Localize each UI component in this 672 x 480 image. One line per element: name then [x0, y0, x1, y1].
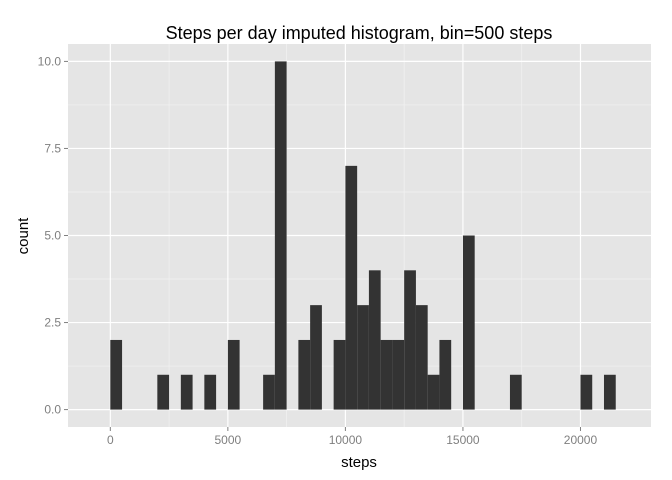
- chart-title: Steps per day imputed histogram, bin=500…: [166, 23, 553, 43]
- histogram-bar: [603, 374, 616, 410]
- histogram-bar: [204, 374, 217, 410]
- x-tick-label: 5000: [215, 433, 242, 447]
- x-tick-label: 15000: [446, 433, 480, 447]
- histogram-bar: [110, 339, 123, 410]
- histogram-bar: [180, 374, 193, 410]
- histogram-bar: [157, 374, 170, 410]
- y-tick-label: 2.5: [44, 316, 61, 330]
- y-tick-label: 0.0: [44, 403, 61, 417]
- histogram-bars: [110, 61, 616, 410]
- x-axis-title: steps: [341, 454, 377, 471]
- histogram-bar: [263, 374, 275, 410]
- x-tick-label: 20000: [564, 433, 598, 447]
- histogram-bar: [427, 374, 440, 410]
- y-tick-label: 5.0: [44, 229, 61, 243]
- x-tick-label: 0: [107, 433, 114, 447]
- histogram-bar: [368, 270, 381, 410]
- y-tick-label: 10.0: [38, 54, 62, 68]
- histogram-bar: [580, 374, 593, 410]
- histogram-bar: [310, 305, 322, 410]
- histogram-bar: [274, 61, 287, 410]
- y-axis-ticks: 0.0 2.5 5.0 7.5 10.0: [38, 54, 68, 417]
- y-tick-label: 7.5: [44, 141, 61, 155]
- histogram-bar: [404, 270, 416, 410]
- x-tick-label: 10000: [329, 433, 363, 447]
- histogram-bar: [298, 339, 311, 410]
- histogram-bar: [392, 339, 405, 410]
- histogram-bar: [380, 339, 393, 410]
- histogram-bar: [462, 235, 475, 410]
- histogram-bar: [439, 339, 452, 410]
- histogram-bar: [227, 339, 240, 410]
- histogram-bar: [415, 305, 428, 410]
- histogram-bar: [357, 305, 369, 410]
- x-axis-ticks: 0 5000 10000 15000 20000: [107, 427, 598, 447]
- histogram-bar: [345, 165, 358, 410]
- histogram-bar: [509, 374, 522, 410]
- y-axis-title: count: [15, 217, 32, 255]
- histogram-bar: [333, 339, 346, 410]
